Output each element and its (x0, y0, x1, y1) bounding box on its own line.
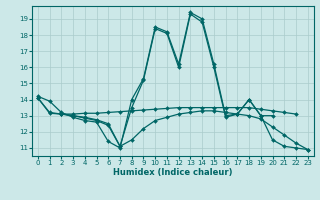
X-axis label: Humidex (Indice chaleur): Humidex (Indice chaleur) (113, 168, 233, 177)
